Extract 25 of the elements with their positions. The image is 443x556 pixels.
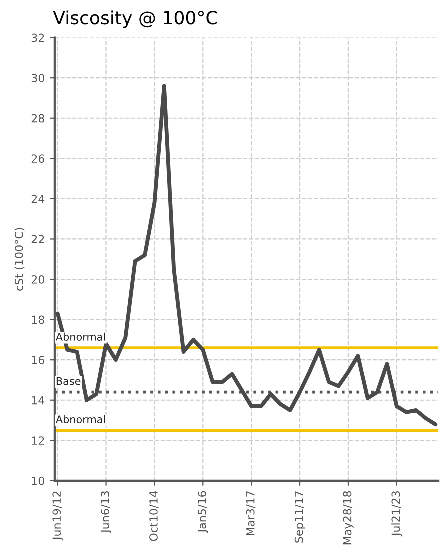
x-tick-label: Jun6/13: [101, 492, 112, 534]
x-tick-label: Oct10/14: [150, 491, 159, 542]
x-tick-label: Jun19/12: [52, 492, 64, 541]
x-tick-label: May28/18: [343, 491, 354, 545]
y-tick-label: 32: [32, 34, 44, 42]
y-tick-label: 20: [32, 275, 44, 284]
x-tick-label: Jul21/23: [392, 492, 402, 537]
y-axis-title: cSt (100°C): [14, 228, 25, 291]
y-tick-label: 16: [32, 356, 45, 364]
x-tick-label: Jan5/16: [198, 491, 208, 534]
y-tick-label: 22: [32, 235, 44, 244]
y-tick-label: 28: [32, 114, 44, 123]
x-tick-label: Sep11/17: [294, 492, 306, 543]
y-tick-label: 30: [32, 74, 44, 82]
ref-line-label: Base: [56, 378, 81, 386]
chart-title: Viscosity @ 100°C: [53, 10, 218, 28]
y-tick-label: 26: [32, 154, 45, 164]
y-tick-label: 12: [32, 436, 44, 445]
y-tick-label: 10: [32, 476, 44, 486]
x-tick-label: Mar3/17: [246, 492, 256, 536]
y-tick-label: 14: [32, 396, 45, 405]
ref-line-label: Abnormal: [56, 415, 106, 424]
y-tick-label: 24: [32, 194, 45, 204]
ref-line-label: Abnormal: [56, 332, 106, 341]
y-tick-label: 18: [32, 316, 44, 324]
